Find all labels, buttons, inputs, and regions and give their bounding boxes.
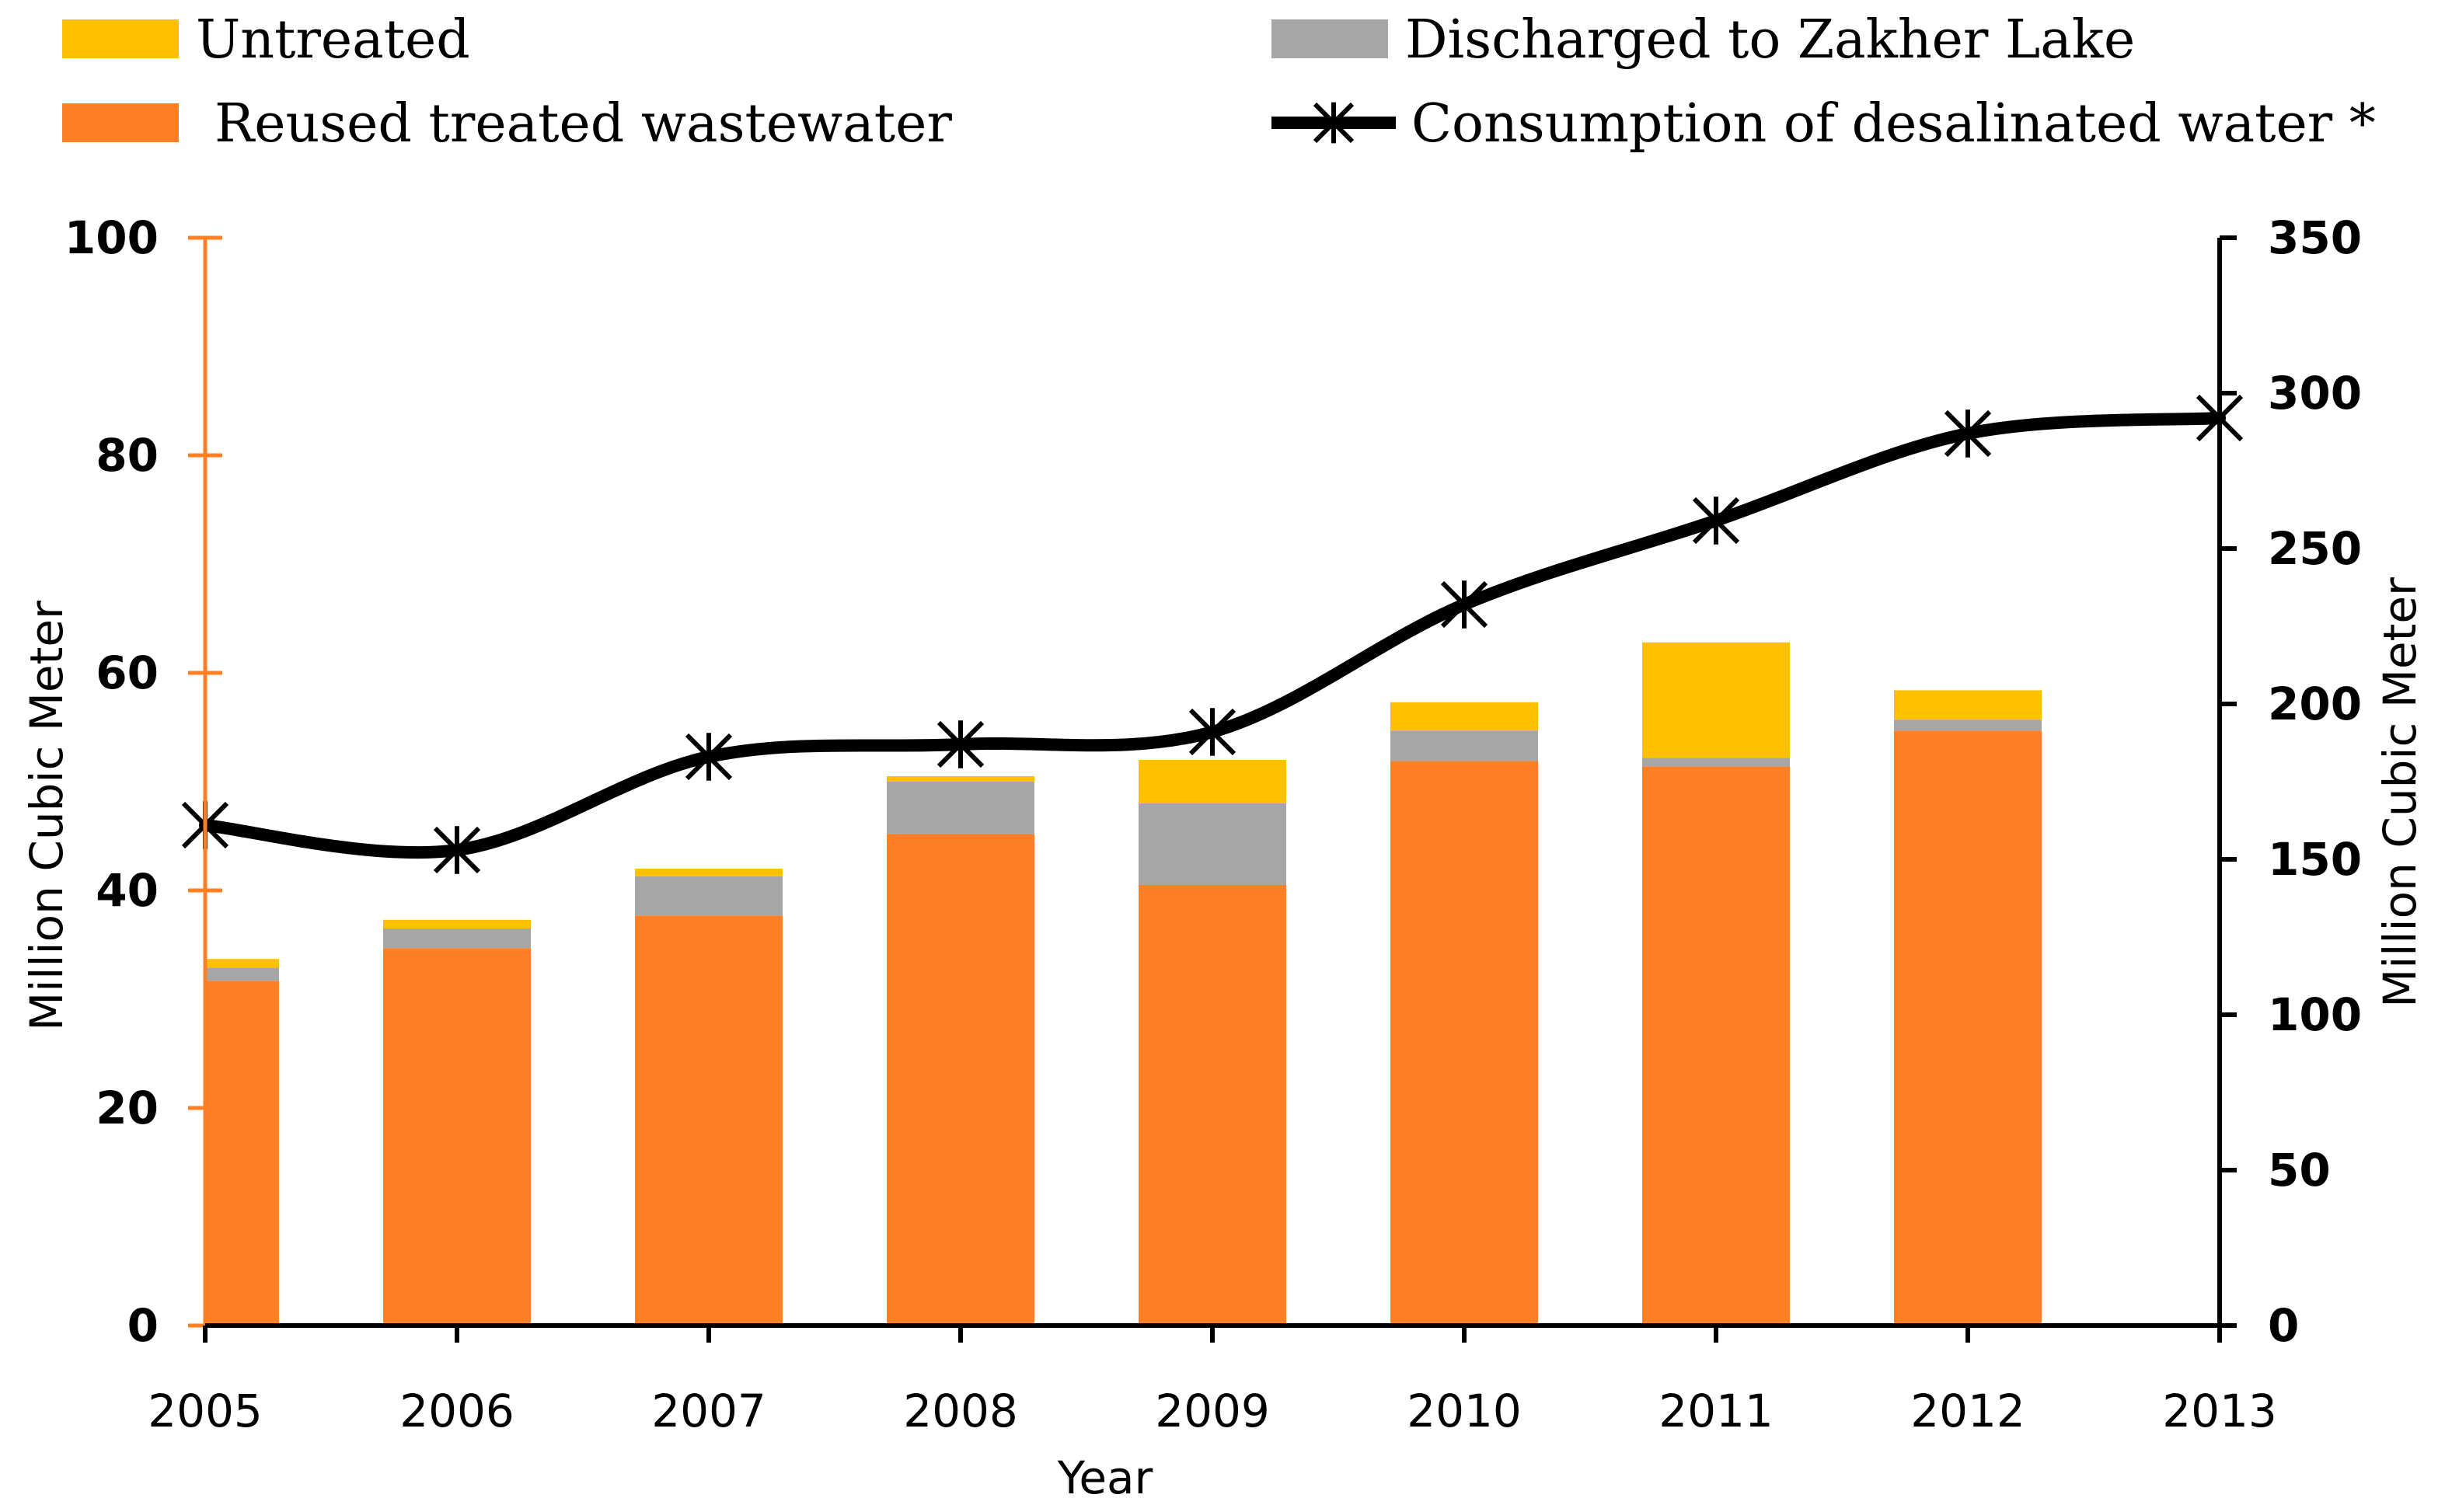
left-tick-label-60: 60 [96, 646, 159, 699]
left-tick-label-80: 80 [96, 429, 159, 482]
x-tick-label-2007: 2007 [651, 1385, 766, 1437]
bar-discharged-to-zakher-lake-2012 [1894, 719, 2042, 731]
bar-untreated-2008 [887, 776, 1034, 782]
x-tick-label-2006: 2006 [399, 1385, 514, 1437]
x-tick-label-2012: 2012 [1910, 1385, 2025, 1437]
legend-label-reused-treated-wastewater: Reused treated wastewater [215, 93, 952, 155]
bar-reused-treated-wastewater-2009 [1139, 885, 1286, 1326]
right-tick-label-300: 300 [2268, 367, 2362, 420]
x-tick-label-2010: 2010 [1407, 1385, 1522, 1437]
left-tick-label-100: 100 [65, 211, 159, 264]
bar-reused-treated-wastewater-2012 [1894, 730, 2042, 1326]
bar-reused-treated-wastewater-2006 [383, 948, 531, 1326]
x-tick-label-2009: 2009 [1155, 1385, 1270, 1437]
bar-reused-treated-wastewater-2010 [1390, 761, 1538, 1326]
right-tick-label-0: 0 [2268, 1299, 2299, 1352]
bar-untreated-2005 [205, 959, 279, 968]
bar-reused-treated-wastewater-2007 [635, 915, 783, 1326]
right-tick-label-200: 200 [2268, 678, 2362, 730]
right-tick-label-150: 150 [2268, 833, 2362, 886]
x-axis: 2005 2006 2007 2008 2009 2010 2011 2012 2013 [148, 1323, 2277, 1437]
bar-untreated-2010 [1390, 702, 1538, 731]
x-tick-label-2011: 2011 [1659, 1385, 1774, 1437]
right-tick-label-100: 100 [2268, 988, 2362, 1041]
bar-discharged-to-zakher-lake-2006 [383, 928, 531, 949]
x-axis-title: Year [1057, 1451, 1153, 1504]
desalinated-point-2011 [1692, 496, 1740, 545]
bar-discharged-to-zakher-lake-2011 [1642, 758, 1790, 767]
bar-untreated-2007 [635, 869, 783, 876]
bar-reused-treated-wastewater-2005 [205, 981, 279, 1326]
bar-untreated-2012 [1894, 690, 2042, 720]
bar-untreated-2006 [383, 919, 531, 928]
bar-untreated-2011 [1642, 642, 1790, 758]
right-axis-title: Million Cubic Meter [2374, 577, 2426, 1008]
desalinated-point-2008 [937, 720, 985, 768]
left-axis: 0 20 40 60 80 100 [65, 211, 222, 1352]
right-tick-label-350: 350 [2268, 211, 2362, 264]
bar-discharged-to-zakher-lake-2007 [635, 876, 783, 916]
legend-marker-consumption-of-desalinated-water [1313, 102, 1355, 144]
right-tick-label-250: 250 [2268, 522, 2362, 575]
legend-swatch-untreated [62, 19, 179, 58]
bars-group [205, 642, 2042, 1326]
bar-reused-treated-wastewater-2008 [887, 834, 1034, 1326]
bar-discharged-to-zakher-lake-2005 [205, 967, 279, 981]
right-axis: 0 50 100 150 200 250 300 350 [2217, 211, 2362, 1352]
legend-label-untreated: Untreated [196, 9, 470, 71]
desalinated-point-2006 [433, 826, 481, 874]
bar-discharged-to-zakher-lake-2008 [887, 782, 1034, 834]
bar-discharged-to-zakher-lake-2009 [1139, 803, 1286, 885]
x-tick-label-2013: 2013 [2162, 1385, 2277, 1437]
legend-swatch-discharged-to-zakher-lake [1271, 19, 1388, 58]
left-tick-label-0: 0 [127, 1299, 159, 1352]
right-tick-label-50: 50 [2268, 1144, 2331, 1197]
x-tick-label-2008: 2008 [903, 1385, 1018, 1437]
desalinated-point-2007 [685, 733, 733, 781]
left-tick-label-20: 20 [96, 1082, 159, 1134]
legend-label-discharged-to-zakher-lake: Discharged to Zakher Lake [1405, 9, 2135, 71]
desalinated-point-2012 [1944, 409, 1992, 458]
bar-reused-treated-wastewater-2011 [1642, 766, 1790, 1326]
legend-label-consumption-of-desalinated-water: Consumption of desalinated water * [1411, 93, 2376, 155]
x-tick-label-2005: 2005 [148, 1385, 263, 1437]
legend: Untreated Discharged to Zakher Lake Reused… [62, 9, 2376, 155]
desalinated-point-2009 [1188, 708, 1236, 756]
desalinated-point-2010 [1440, 580, 1488, 629]
bar-discharged-to-zakher-lake-2010 [1390, 730, 1538, 761]
legend-swatch-reused-treated-wastewater [62, 103, 179, 142]
left-axis-title: Million Cubic Meter [20, 601, 73, 1031]
bar-untreated-2009 [1139, 760, 1286, 803]
left-tick-label-40: 40 [96, 864, 159, 917]
